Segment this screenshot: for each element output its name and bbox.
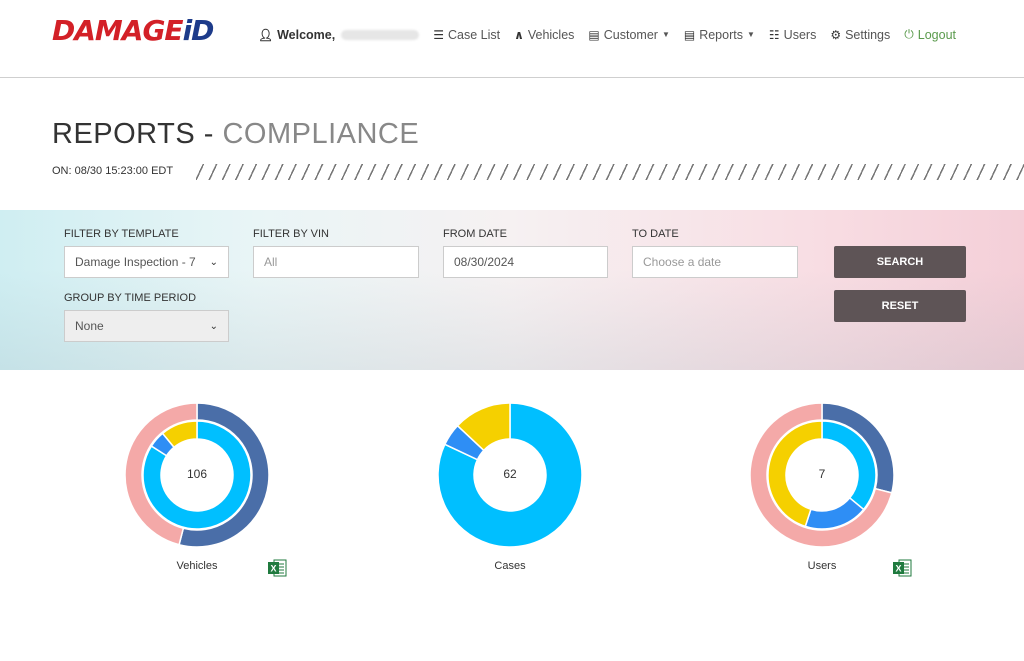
- group-period-label: GROUP BY TIME PERIOD: [64, 292, 197, 304]
- vin-filter-label: FILTER BY VIN: [253, 228, 330, 240]
- nav-logout[interactable]: ⏻ Logout: [904, 27, 956, 42]
- users-total: 7: [818, 467, 826, 481]
- page-title-main: REPORTS -: [52, 118, 223, 150]
- report-timestamp: ON: 08/30 15:23:00 EDT: [52, 165, 174, 177]
- report-icon: ▤: [683, 27, 696, 42]
- users-inner-slice-2[interactable]: [767, 420, 823, 528]
- damageid-logo[interactable]: DAMAGEiD: [52, 14, 215, 47]
- cases-donut-chart[interactable]: [437, 402, 583, 548]
- list-icon: ☰: [433, 27, 444, 42]
- page-title-sub: COMPLIANCE: [222, 118, 420, 150]
- vehicles-donut-chart[interactable]: [124, 402, 270, 548]
- top-navbar: DAMAGEiD 👤︎ Welcome, ☰ Case List ∧ Vehic…: [0, 0, 1024, 78]
- users-outer-slice-1[interactable]: [749, 402, 893, 548]
- cases-chart-label: Cases: [494, 560, 526, 572]
- vehicles-total: 106: [186, 467, 208, 481]
- to-date-input[interactable]: Choose a date: [632, 246, 798, 278]
- from-date-label: FROM DATE: [443, 228, 507, 240]
- template-filter-label: FILTER BY TEMPLATE: [64, 228, 179, 240]
- vin-input[interactable]: All: [253, 246, 419, 278]
- vehicles-inner-slice-2[interactable]: [161, 420, 198, 449]
- list-alt-icon: ▤: [588, 27, 600, 42]
- vehicles-excel-export-icon[interactable]: X: [267, 558, 287, 578]
- welcome-label: Welcome,: [277, 27, 336, 42]
- cases-ring-slice-0[interactable]: [437, 402, 583, 548]
- vehicles-chart-label: Vehicles: [176, 560, 218, 572]
- cases-total: 62: [503, 467, 517, 481]
- grid-icon: ☷: [768, 27, 780, 42]
- group-period-select[interactable]: None ⌄: [64, 310, 229, 342]
- caret-down-icon: ▼: [746, 30, 755, 39]
- welcome-user[interactable]: 👤︎ Welcome,: [257, 27, 420, 42]
- caret-down-icon: ▼: [661, 30, 670, 39]
- decorative-stripes: [196, 164, 1024, 180]
- from-date-input[interactable]: 08/30/2024: [443, 246, 608, 278]
- group-period-value: None: [75, 319, 104, 333]
- page-title: REPORTS - COMPLIANCE: [52, 118, 419, 151]
- chevron-down-icon: ⌄: [209, 256, 218, 268]
- nav-settings[interactable]: ⚙ Settings: [830, 28, 890, 42]
- nav-customer-label: Customer: [603, 27, 658, 42]
- svg-text:X: X: [895, 564, 901, 574]
- vehicles-inner-slice-0[interactable]: [142, 420, 252, 530]
- users-excel-export-icon[interactable]: X: [892, 558, 912, 578]
- svg-text:X: X: [270, 564, 276, 574]
- nav-logout-label: Logout: [917, 27, 956, 42]
- users-donut-chart[interactable]: [749, 402, 895, 548]
- to-date-label: TO DATE: [632, 228, 679, 240]
- nav-customer[interactable]: ▤ Customer ▼: [588, 28, 669, 42]
- cases-ring-slice-2[interactable]: [456, 402, 511, 452]
- nav-users[interactable]: ☷ Users: [769, 28, 816, 42]
- nav-reports-label: Reports: [699, 27, 743, 42]
- nav-vehicles-label: Vehicles: [527, 27, 575, 42]
- logo-text-damage: DAMAGE: [52, 14, 184, 47]
- template-select-value: Damage Inspection - 7: [75, 255, 196, 269]
- power-icon: ⏻: [904, 27, 914, 41]
- template-select[interactable]: Damage Inspection - 7 ⌄: [64, 246, 229, 278]
- road-icon: ∧: [514, 27, 524, 42]
- nav-users-label: Users: [783, 27, 817, 42]
- nav-vehicles[interactable]: ∧ Vehicles: [514, 28, 574, 42]
- nav-reports[interactable]: ▤ Reports ▼: [684, 28, 755, 42]
- nav-case-list-label: Case List: [447, 27, 501, 42]
- nav-case-list[interactable]: ☰ Case List: [433, 28, 500, 42]
- logo-text-id: iD: [182, 14, 215, 47]
- chevron-down-icon: ⌄: [209, 320, 218, 332]
- vehicles-outer-slice-1[interactable]: [124, 402, 198, 546]
- gear-icon: ⚙: [830, 27, 842, 42]
- reset-button[interactable]: RESET: [834, 290, 966, 322]
- user-icon: 👤︎: [257, 27, 274, 42]
- user-name-redacted: [341, 29, 420, 40]
- users-chart-label: Users: [807, 560, 837, 572]
- nav-settings-label: Settings: [845, 27, 891, 42]
- search-button[interactable]: SEARCH: [834, 246, 966, 278]
- main-nav: 👤︎ Welcome, ☰ Case List ∧ Vehicles ▤ Cus…: [258, 27, 956, 42]
